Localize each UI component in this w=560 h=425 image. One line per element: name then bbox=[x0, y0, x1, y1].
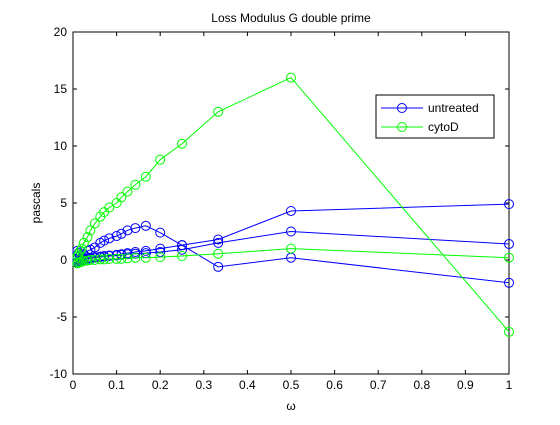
data-point bbox=[286, 205, 296, 216]
data-series bbox=[72, 72, 514, 337]
x-tick-label: 0.8 bbox=[413, 378, 430, 392]
x-tick-label: 0.2 bbox=[152, 378, 169, 392]
data-point bbox=[99, 235, 110, 246]
y-tick-label: -5 bbox=[56, 310, 67, 324]
data-point bbox=[155, 252, 166, 263]
data-point bbox=[213, 261, 224, 272]
data-point bbox=[111, 231, 122, 242]
data-point bbox=[116, 192, 127, 203]
x-tick-label: 0.6 bbox=[326, 378, 343, 392]
legend-marker-untreated bbox=[397, 103, 407, 113]
x-tick-label: 1 bbox=[506, 378, 513, 392]
legend: untreated cytoD bbox=[375, 94, 495, 139]
x-tick-label: 0.3 bbox=[195, 378, 212, 392]
data-point bbox=[130, 223, 141, 234]
y-tick-label: 5 bbox=[60, 196, 67, 210]
data-point bbox=[286, 243, 296, 254]
data-point bbox=[122, 225, 133, 236]
data-point bbox=[140, 171, 151, 182]
data-point bbox=[104, 202, 115, 213]
x-axis-label: ω bbox=[286, 399, 295, 413]
data-point bbox=[155, 247, 166, 258]
x-tick-label: 0.1 bbox=[108, 378, 125, 392]
data-point bbox=[286, 226, 296, 237]
data-point bbox=[177, 244, 187, 255]
data-point bbox=[85, 255, 96, 265]
data-point bbox=[140, 252, 151, 263]
data-point bbox=[122, 186, 133, 197]
data-point bbox=[504, 277, 514, 288]
legend-box bbox=[375, 94, 495, 139]
data-point bbox=[116, 253, 127, 264]
data-point bbox=[130, 179, 141, 190]
data-point bbox=[504, 239, 514, 250]
chart-title: Loss Modulus G double prime bbox=[211, 11, 371, 25]
data-point bbox=[99, 254, 110, 265]
data-point bbox=[130, 252, 141, 263]
series-cytod-4 bbox=[72, 243, 514, 269]
data-point bbox=[104, 253, 115, 264]
x-tick-label: 0 bbox=[70, 378, 77, 392]
y-tick-label: 15 bbox=[54, 82, 68, 96]
data-point bbox=[213, 237, 224, 248]
legend-label-cytod: cytoD bbox=[428, 120, 459, 134]
x-tick-label: 0.7 bbox=[370, 378, 387, 392]
data-point bbox=[177, 138, 187, 149]
data-point bbox=[104, 251, 115, 262]
data-point bbox=[111, 253, 122, 264]
data-point bbox=[155, 154, 166, 165]
data-point bbox=[76, 243, 87, 254]
data-point bbox=[89, 218, 100, 229]
data-point bbox=[213, 106, 224, 117]
data-point bbox=[130, 248, 141, 259]
data-point bbox=[504, 252, 514, 263]
y-tick-label: 20 bbox=[54, 25, 68, 39]
data-point bbox=[140, 220, 151, 231]
data-point bbox=[104, 233, 115, 244]
data-point bbox=[75, 245, 86, 256]
data-point bbox=[213, 234, 224, 245]
data-point bbox=[82, 232, 93, 243]
data-point bbox=[122, 253, 133, 264]
data-point bbox=[155, 227, 166, 238]
data-point bbox=[286, 72, 296, 83]
axis-ticks: 0 0.1 0.2 0.3 0.4 0.5 0.6 0.7 0.8 0.9 1 -10 -5 0 5 10 15… bbox=[50, 25, 513, 392]
plot-area bbox=[72, 31, 510, 375]
data-point bbox=[116, 228, 127, 239]
y-axis-label: pascals bbox=[29, 183, 43, 224]
x-tick-label: 0.5 bbox=[283, 378, 300, 392]
data-point bbox=[504, 199, 514, 210]
x-tick-label: 0.4 bbox=[239, 378, 256, 392]
y-tick-label: 0 bbox=[60, 253, 67, 267]
data-point bbox=[177, 251, 187, 262]
y-tick-label: 10 bbox=[54, 139, 68, 153]
data-point bbox=[504, 326, 514, 337]
data-point bbox=[78, 237, 89, 248]
legend-marker-cytod bbox=[397, 122, 407, 132]
y-tick-label: -10 bbox=[50, 367, 68, 381]
data-point bbox=[140, 245, 151, 256]
legend-label-untreated: untreated bbox=[428, 101, 479, 115]
x-tick-label: 0.9 bbox=[457, 378, 474, 392]
data-point bbox=[78, 256, 89, 267]
data-point bbox=[213, 248, 224, 259]
